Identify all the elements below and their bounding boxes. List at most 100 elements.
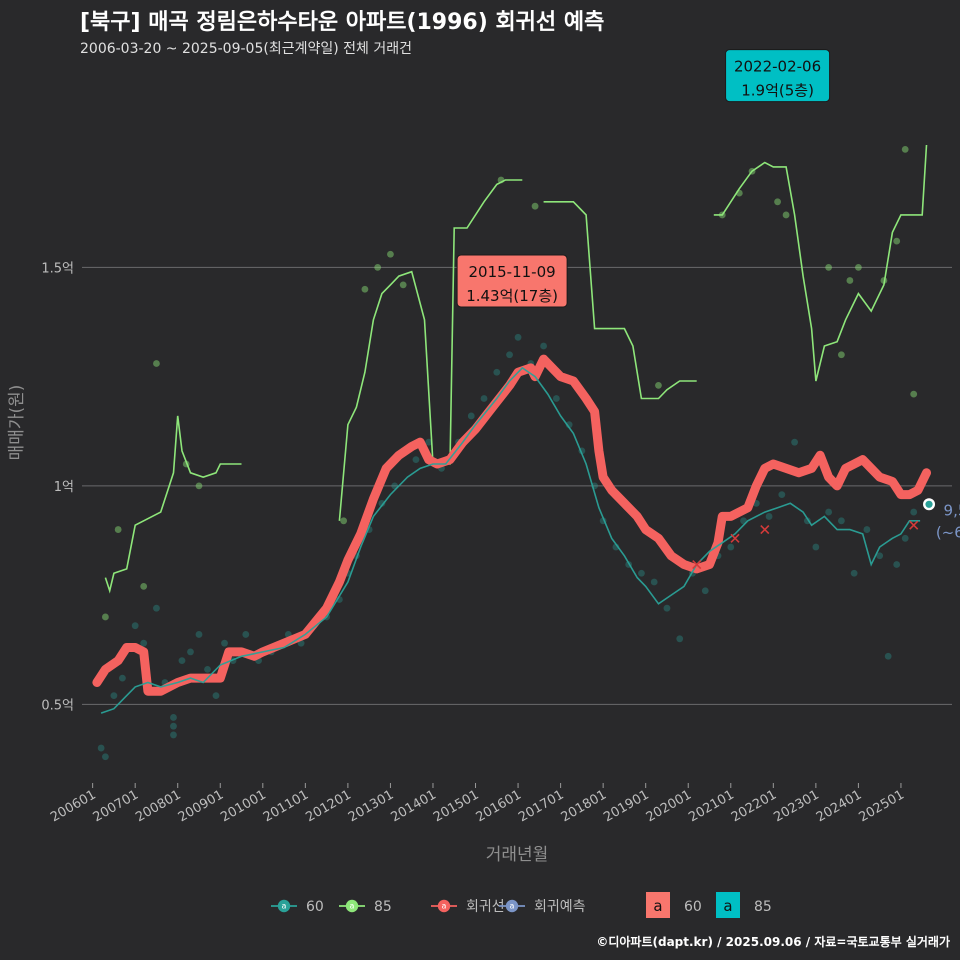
cross-stroke <box>760 524 770 535</box>
scatter-point-85 <box>655 381 662 389</box>
x-tick-label: 202101 <box>686 787 736 825</box>
scatter-point-85 <box>387 250 394 258</box>
scatter-point-85 <box>782 211 790 219</box>
annotation-callout: 2015-11-09 1.43억(17층) <box>456 254 568 308</box>
scatter-point-60 <box>876 552 884 560</box>
cross-marker <box>730 533 740 543</box>
x-tick-label: 200601 <box>48 787 98 825</box>
legend-item: a 회귀예측 <box>499 899 586 915</box>
legend-badge-box <box>716 892 740 918</box>
scatter-point-60 <box>552 395 560 402</box>
scatter-point-60 <box>110 692 118 700</box>
scatter-point-85 <box>361 285 369 293</box>
legend-label: 85 <box>374 899 392 915</box>
annotation-value: 1.9억(5층) <box>741 82 814 100</box>
scatter-point-60 <box>650 578 658 586</box>
legend-label: 60 <box>306 899 324 915</box>
scatter-point-60 <box>727 543 735 551</box>
scatter-point-60 <box>506 351 513 359</box>
scatter-point-60 <box>540 342 547 350</box>
annotation-date: 2022-02-06 <box>734 58 821 76</box>
legend-badge-letter: a <box>653 897 662 915</box>
annotation-box <box>725 49 831 103</box>
x-tick-label: 202501 <box>856 787 906 825</box>
scatter-point-60 <box>825 508 833 516</box>
legend-swatch-glyph: a <box>282 902 287 911</box>
scatter-point-85 <box>340 517 348 525</box>
scatter-point-85 <box>195 482 203 490</box>
scatter-point-60 <box>791 438 798 446</box>
cross-stroke <box>909 520 919 530</box>
chart-title: [북구] 매곡 정림은하수타운 아파트(1996) 회귀선 예측 <box>80 10 605 35</box>
scatter-point-60 <box>140 639 148 647</box>
x-tick-label: 202401 <box>814 787 864 825</box>
annotation-date: 2015-11-09 <box>469 263 556 281</box>
prediction-value: 9,578 <box>944 501 960 519</box>
scatter-point-85 <box>855 263 862 271</box>
series-line-85 <box>713 144 928 382</box>
legend: a 60 a 85 a 회귀선 a 회귀예측 a 60 a 85 <box>271 892 772 918</box>
legend-badge-label: 60 <box>684 899 702 915</box>
x-tick-label: 200901 <box>176 787 226 825</box>
x-tick-label: 201001 <box>218 787 268 825</box>
x-tick-label: 201101 <box>261 787 311 825</box>
x-tick-label: 200801 <box>133 787 183 825</box>
legend-item: a 85 <box>339 899 392 915</box>
x-tick-label: 201701 <box>516 787 566 825</box>
series-line-85 <box>338 179 523 521</box>
y-tick-label: 1.5억 <box>41 261 74 276</box>
scatter-point-60 <box>893 561 901 568</box>
legend-swatch-dot <box>277 899 291 913</box>
scatter-point-60 <box>378 499 386 507</box>
scatter-point-85 <box>101 613 109 621</box>
y-tick-label: 0.5억 <box>41 698 74 713</box>
scatter-point-60 <box>910 508 918 516</box>
cross-marker <box>692 559 702 570</box>
x-tick-label: 201401 <box>388 787 438 825</box>
x-tick-label: 201801 <box>559 787 609 825</box>
scatter-point-60 <box>101 753 109 761</box>
scatter-point-60 <box>221 639 228 647</box>
scatter-point-85 <box>114 526 122 533</box>
prediction-unit: (~60㎡) <box>936 523 960 541</box>
series-line-85 <box>543 201 697 400</box>
legend-badge-box <box>646 892 670 918</box>
legend-swatch-dot <box>345 899 359 913</box>
scatter-point-60 <box>119 674 126 682</box>
x-tick-label: 202301 <box>771 787 821 825</box>
scatter-point-60 <box>170 722 177 730</box>
legend-badge-label: 85 <box>754 899 772 915</box>
scatter-point-60 <box>153 604 160 612</box>
scatter-point-60 <box>701 587 709 595</box>
scatter-point-85 <box>825 263 833 271</box>
cross-stroke <box>730 533 740 543</box>
x-tick-label: 201601 <box>474 787 524 825</box>
scatter-point-60 <box>131 622 139 630</box>
legend-badge-letter: a <box>723 897 732 915</box>
scatter-point-85 <box>774 198 781 206</box>
scatter-point-60 <box>863 526 871 533</box>
x-axis-label: 거래년월 <box>486 845 549 865</box>
x-tick-label: 201501 <box>431 787 481 825</box>
legend-item: a 회귀선 <box>431 899 505 915</box>
scatter-point-85 <box>837 351 845 359</box>
y-axis-label: 매매가(원) <box>7 385 27 461</box>
scatter-point-60 <box>638 569 645 577</box>
scatter-point-60 <box>187 648 194 656</box>
scatter-point-60 <box>178 657 186 665</box>
scatter-point-60 <box>212 692 220 700</box>
cross-marker <box>909 520 919 530</box>
scatter-point-85 <box>399 281 407 289</box>
scatter-point-60 <box>97 744 105 752</box>
cross-marker <box>760 524 770 535</box>
prediction-point <box>925 500 933 508</box>
scatter-point-60 <box>242 631 250 638</box>
legend-swatch-glyph: a <box>350 902 355 911</box>
x-tick-label: 202201 <box>729 787 779 825</box>
scatter-point-60 <box>493 368 501 376</box>
scatter-point-60 <box>170 731 177 739</box>
scatter-point-60 <box>425 438 433 446</box>
scatter-point-85 <box>910 390 918 398</box>
